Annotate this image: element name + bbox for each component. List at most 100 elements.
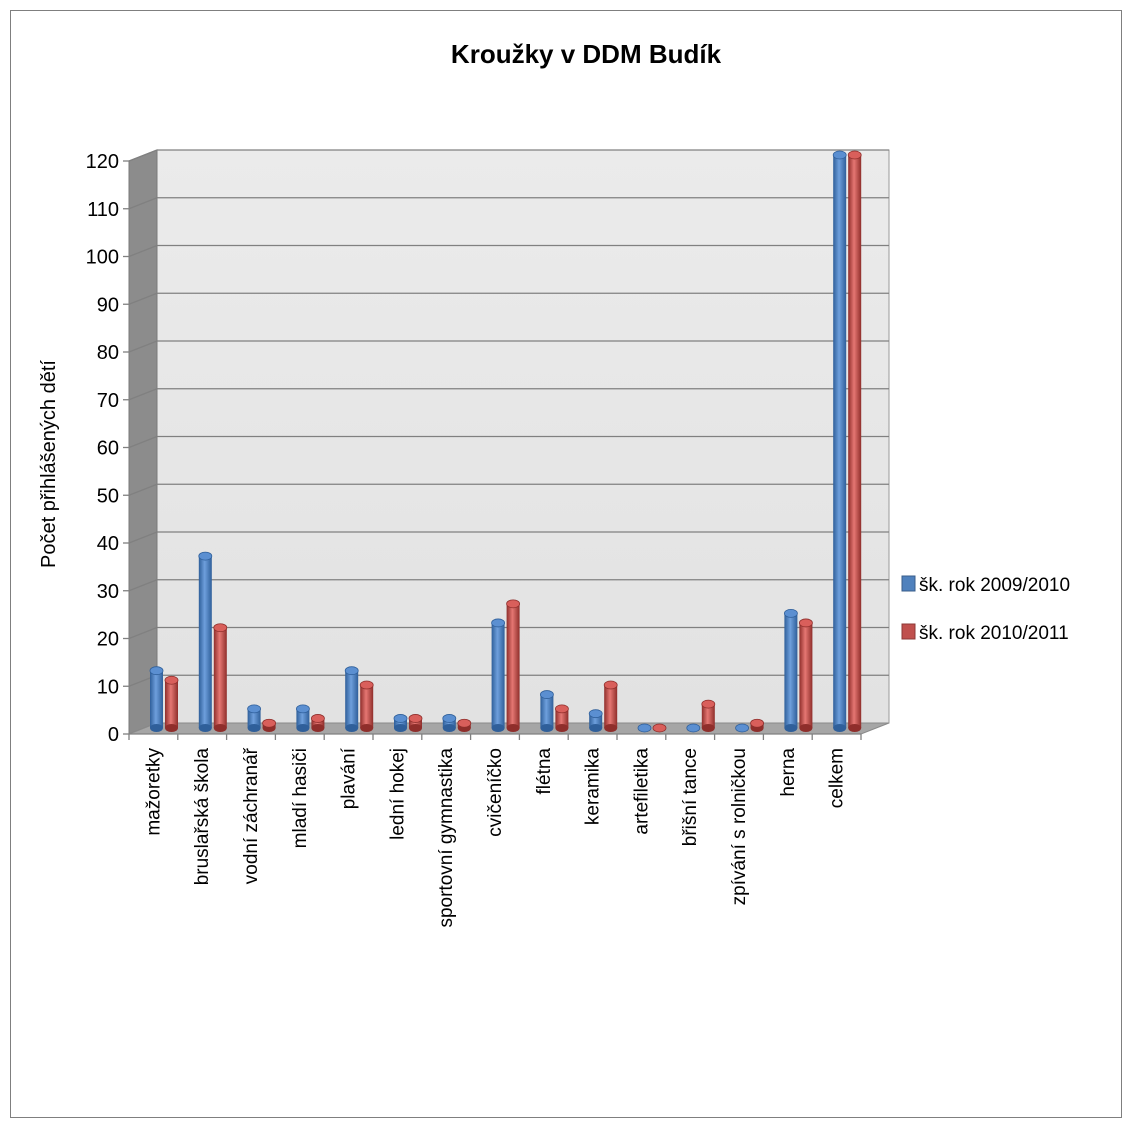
chart-title: Kroužky v DDM Budík: [451, 39, 722, 69]
bar-cap: [847, 150, 862, 160]
bar-cap: [247, 704, 262, 714]
bar-body: [296, 708, 310, 728]
x-tick-label: vodní záchranář: [241, 747, 262, 884]
bar-body: [491, 622, 505, 728]
bar-body: [799, 622, 813, 728]
bar-cap: [344, 666, 359, 676]
bar-2-12: [701, 699, 716, 732]
gridline-side: [128, 197, 158, 210]
y-tick-label: 100: [86, 247, 119, 269]
bar-cap: [603, 680, 618, 690]
legend-swatch-series-1: [901, 575, 916, 592]
bar-base: [394, 724, 407, 732]
bar-1-11: [637, 723, 652, 733]
bar-body: [848, 155, 862, 728]
chart-frame: Kroužky v DDM Budík Počet přihlášených d…: [10, 10, 1122, 1118]
bar-cap: [359, 680, 374, 690]
bar-1-3: [247, 704, 262, 732]
bar-cap: [588, 709, 603, 719]
x-tick-label: herna: [778, 748, 799, 797]
gridline-side: [128, 388, 158, 401]
bar-cap: [262, 718, 277, 728]
legend-label-series-1: šk. rok 2009/2010: [919, 575, 1070, 596]
gridline-side: [128, 579, 158, 592]
x-tick-label: mladí hasiči: [290, 748, 311, 848]
bar-1-12: [686, 723, 701, 733]
y-tick-label: 40: [97, 533, 119, 555]
bar-base: [540, 724, 554, 732]
x-tick-label: cvičeníčko: [485, 748, 506, 837]
bar-1-5: [344, 666, 359, 732]
bar-body: [506, 603, 520, 728]
bar-base: [701, 724, 715, 732]
bar-cap: [310, 714, 325, 723]
bar-1-7: [442, 714, 457, 732]
bar-1-10: [588, 709, 603, 732]
chart-svg: Kroužky v DDM Budík Počet přihlášených d…: [38, 39, 1070, 928]
bar-base: [311, 724, 325, 732]
bar-2-1: [164, 675, 179, 732]
bar-1-2: [198, 551, 213, 732]
bar-body: [555, 708, 569, 728]
y-tick-label: 120: [86, 151, 119, 173]
bar-base: [247, 724, 261, 732]
bar-cap: [750, 718, 764, 728]
bar-2-13: [750, 718, 764, 732]
bar-base: [848, 724, 862, 732]
x-tick-label: bruslařská škola: [192, 748, 213, 886]
x-tick-label: artefiletika: [631, 748, 652, 835]
bar-2-8: [506, 599, 521, 732]
x-tick-label: sportovní gymnastika: [436, 748, 457, 928]
bar-cap: [784, 609, 798, 618]
bar-body: [784, 613, 798, 728]
bar-body: [833, 155, 847, 728]
x-tick-label: mažoretky: [143, 748, 164, 836]
bar-cap: [637, 723, 652, 733]
bar-cap: [832, 150, 847, 160]
bar-2-3: [262, 718, 277, 732]
bar-2-6: [408, 714, 423, 732]
bar-2-11: [652, 723, 667, 733]
bar-cap: [457, 718, 472, 728]
y-tick-label: 10: [97, 676, 119, 698]
x-tick-label: lední hokej: [387, 748, 408, 840]
bar-cap: [149, 666, 164, 676]
y-tick-label: 50: [97, 485, 119, 507]
gridline-side: [128, 292, 158, 305]
bar-cap: [555, 704, 569, 714]
x-tick-label: keramika: [583, 748, 604, 826]
bar-cap: [506, 599, 521, 609]
bar-base: [506, 724, 520, 732]
bar-1-9: [540, 690, 554, 732]
bar-1-1: [149, 666, 164, 732]
bar-1-13: [735, 723, 749, 733]
x-tick-label: flétna: [534, 748, 555, 795]
bar-body: [394, 718, 407, 728]
bar-cap: [393, 714, 408, 723]
bar-body: [604, 685, 618, 728]
gridline-side: [128, 483, 158, 496]
bar-base: [491, 724, 505, 732]
bar-cap: [799, 618, 813, 628]
bar-body: [150, 670, 163, 728]
legend-label-series-2: šk. rok 2010/2011: [919, 623, 1069, 644]
bar-cap: [408, 714, 423, 723]
y-tick-label: 80: [97, 342, 119, 364]
bar-2-15: [847, 150, 862, 732]
bar-base: [198, 724, 212, 732]
bar-base: [165, 724, 178, 732]
bar-2-4: [310, 714, 325, 732]
gridline-side: [128, 149, 158, 162]
bar-2-7: [457, 718, 472, 732]
bar-2-5: [359, 680, 374, 732]
bar-cap: [686, 723, 701, 733]
bar-base: [296, 724, 310, 732]
y-tick-label: 90: [97, 294, 119, 316]
x-tick-label: plavání: [339, 747, 360, 809]
x-tick-label: zpívání s rolničkou: [729, 748, 750, 905]
legend-swatch-series-2: [901, 623, 916, 640]
gridline-side: [128, 244, 158, 258]
bar-base: [555, 724, 569, 732]
bar-1-14: [784, 609, 798, 732]
bar-cap: [295, 704, 310, 714]
